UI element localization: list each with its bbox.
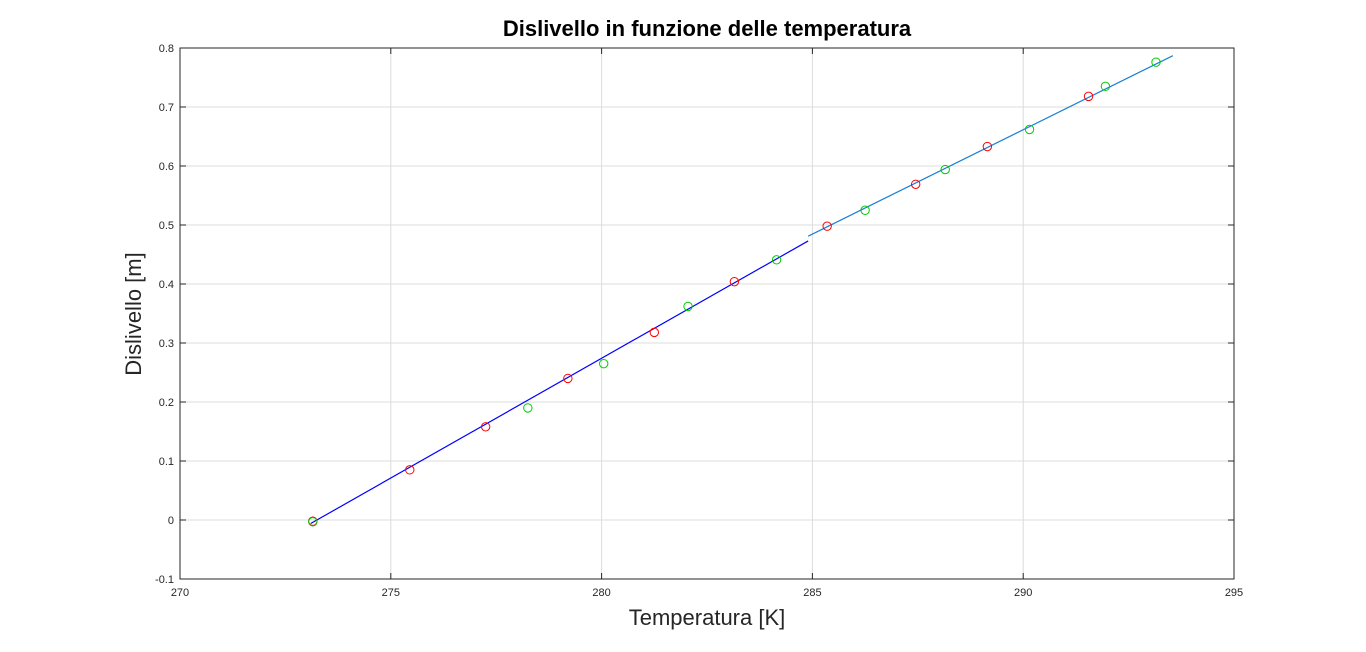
data-point-series-1 — [729, 276, 740, 287]
x-axis-label: Temperatura [K] — [629, 605, 786, 630]
y-tick-label: 0.8 — [159, 43, 174, 55]
grid — [179, 47, 1235, 580]
y-tick-label: 0.2 — [159, 397, 174, 409]
y-tick-label: 0.7 — [159, 102, 174, 114]
x-tick-label: 290 — [1014, 587, 1032, 599]
plot-area — [180, 48, 1234, 579]
data-point-series-2 — [1024, 124, 1035, 135]
x-tick-label: 280 — [592, 587, 610, 599]
x-tick-label: 285 — [803, 587, 821, 599]
data-point-series-1 — [480, 422, 491, 432]
data-point-series-1 — [649, 327, 659, 338]
data-point-series-1 — [982, 141, 993, 152]
y-tick-label: 0.3 — [159, 338, 174, 350]
y-tick-label: 0 — [168, 515, 174, 527]
chart-title: Dislivello in funzione delle temperatura — [503, 16, 912, 41]
y-tick-label: 0.6 — [159, 161, 174, 173]
y-tick-label: 0.5 — [159, 220, 174, 232]
data-point-series-2 — [308, 517, 318, 527]
series-layer — [308, 55, 1174, 527]
plot-frame — [179, 47, 1235, 580]
y-tick-label: -0.1 — [155, 574, 174, 586]
fit-line-3 — [310, 240, 809, 525]
ticks: 270 275 280 285 290 295 -0.1 0 0.1 0.2 0.3 0.4 0.5 0.… — [155, 43, 1243, 599]
y-tick-label: 0.4 — [159, 279, 174, 291]
data-point-series-1 — [910, 179, 921, 189]
data-point-series-2 — [940, 164, 950, 175]
y-axis-label: Dislivello [m] — [121, 252, 146, 375]
data-point-series-1 — [1083, 91, 1094, 102]
data-point-series-1 — [563, 373, 573, 384]
data-point-series-2 — [1151, 57, 1161, 67]
data-point-series-2 — [683, 301, 693, 312]
data-point-series-1 — [405, 465, 415, 475]
data-point-series-2 — [771, 255, 782, 265]
data-point-series-2 — [860, 205, 870, 215]
data-point-series-2 — [523, 403, 533, 413]
data-point-series-2 — [1100, 81, 1111, 92]
x-tick-label: 275 — [382, 587, 400, 599]
y-tick-label: 0.1 — [159, 456, 174, 468]
x-tick-label: 295 — [1225, 587, 1243, 599]
data-point-series-2 — [599, 358, 609, 369]
x-tick-label: 270 — [171, 587, 189, 599]
data-point-series-1 — [822, 221, 832, 231]
fit-line-4 — [807, 55, 1174, 237]
